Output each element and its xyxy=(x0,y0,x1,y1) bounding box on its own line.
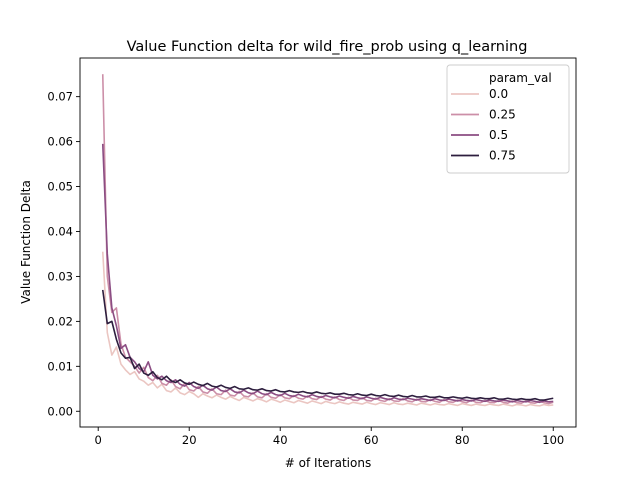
legend: param_val 0.0 0.25 0.5 0.75 xyxy=(446,64,570,174)
x-tick-label: 40 xyxy=(273,433,288,447)
series-line-0 xyxy=(101,251,554,407)
chart-title: Value Function delta for wild_fire_prob … xyxy=(127,39,528,55)
legend-label-3: 0.75 xyxy=(489,149,516,163)
axes-frame xyxy=(79,57,577,428)
legend-box xyxy=(446,64,570,174)
y-axis-label: Value Function Delta xyxy=(19,180,33,304)
y-tick-label: 0.02 xyxy=(47,314,73,328)
x-axis: 0 20 40 60 80 100 xyxy=(95,427,564,447)
legend-label-1: 0.25 xyxy=(489,108,516,122)
y-tick-label: 0.05 xyxy=(47,180,73,194)
x-tick-label: 20 xyxy=(182,433,197,447)
legend-label-2: 0.5 xyxy=(489,128,508,142)
y-tick-label: 0.04 xyxy=(47,224,73,238)
y-tick-label: 0.01 xyxy=(47,359,73,373)
x-tick-label: 80 xyxy=(455,433,470,447)
y-tick-label: 0.00 xyxy=(47,404,73,418)
y-axis: 0.00 0.01 0.02 0.03 0.04 0.05 0.06 0.07 xyxy=(47,90,80,418)
x-tick-label: 100 xyxy=(542,433,564,447)
series-line-3 xyxy=(101,289,554,401)
x-axis-label: # of Iterations xyxy=(285,456,371,470)
y-tick-label: 0.03 xyxy=(47,269,73,283)
series-line-1 xyxy=(101,74,554,405)
y-tick-label: 0.07 xyxy=(47,90,73,104)
y-tick-label: 0.06 xyxy=(47,135,73,149)
x-tick-label: 60 xyxy=(364,433,379,447)
x-tick-label: 0 xyxy=(95,433,102,447)
legend-title: param_val xyxy=(489,71,552,85)
plot-area xyxy=(101,74,554,407)
legend-label-0: 0.0 xyxy=(489,87,508,101)
series-line-2 xyxy=(101,143,554,404)
